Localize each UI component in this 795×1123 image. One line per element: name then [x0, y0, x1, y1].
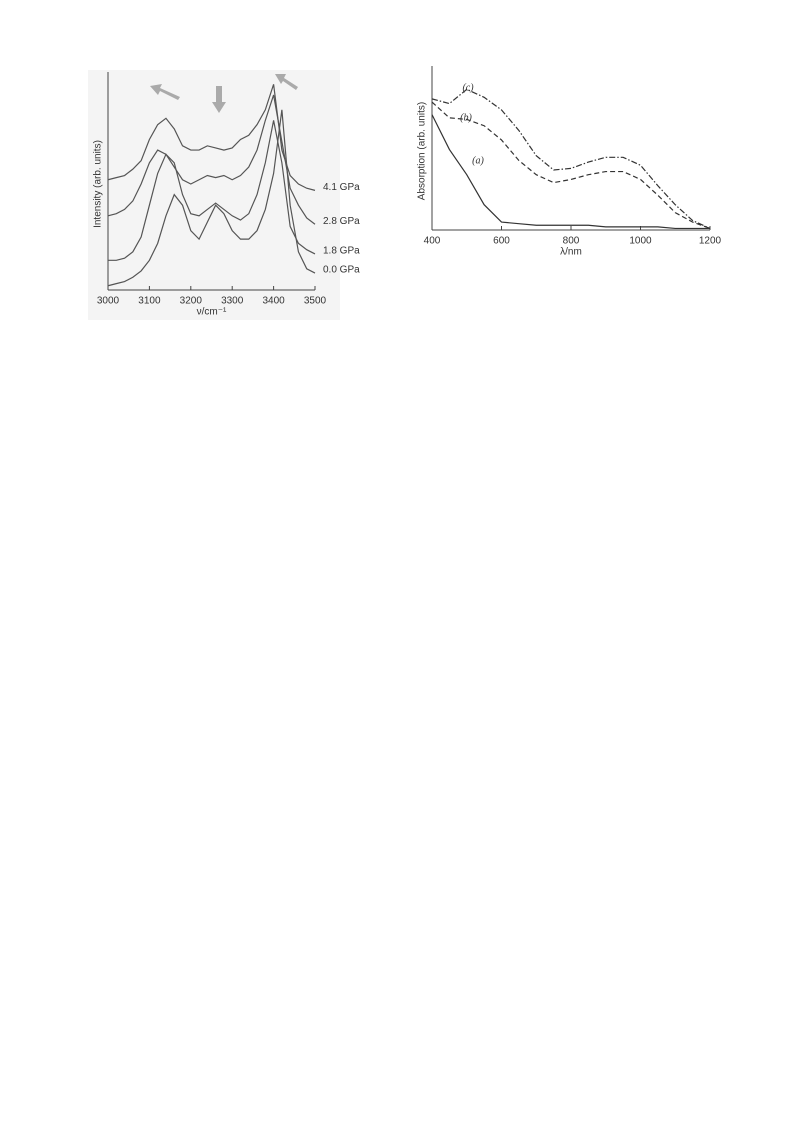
x-tick-label: 3000 — [97, 296, 120, 307]
line — [107, 94, 316, 225]
x-tick-label: 3300 — [221, 296, 244, 307]
x-tick-label: 800 — [563, 236, 580, 247]
arrow — [212, 86, 226, 113]
x-tick-label: 3400 — [262, 296, 285, 307]
arrow — [275, 74, 298, 90]
y-axis-label: Absorption (arb. units) — [417, 102, 428, 200]
x-tick-label: 3100 — [138, 296, 161, 307]
left-panel — [88, 70, 340, 320]
series-label: 1.8 GPa — [323, 246, 360, 257]
series-label: 0.0 GPa — [323, 265, 360, 276]
x-tick-label: 600 — [493, 236, 510, 247]
series-label: 2.8 GPa — [323, 216, 360, 227]
line — [431, 114, 710, 230]
series-label: (c) — [462, 82, 474, 93]
line — [108, 120, 316, 261]
series-label: (a) — [472, 155, 484, 166]
x-axis-label: λ/nm — [560, 247, 582, 258]
x-tick-label: 1000 — [629, 236, 652, 247]
x-tick-label: 400 — [424, 236, 441, 247]
x-tick-label: 3500 — [304, 296, 327, 307]
y-axis-label: Intensity (arb. units) — [93, 140, 104, 228]
arrow — [150, 84, 180, 100]
arrows — [150, 74, 298, 113]
x-tick-label: 3200 — [180, 296, 203, 307]
x-axis-label: ν/cm⁻¹ — [197, 307, 227, 318]
line — [107, 84, 316, 191]
series-label: (b) — [460, 112, 472, 123]
series-label: 4.1 GPa — [323, 182, 360, 193]
line — [107, 109, 316, 287]
x-tick-label: 1200 — [699, 236, 722, 247]
